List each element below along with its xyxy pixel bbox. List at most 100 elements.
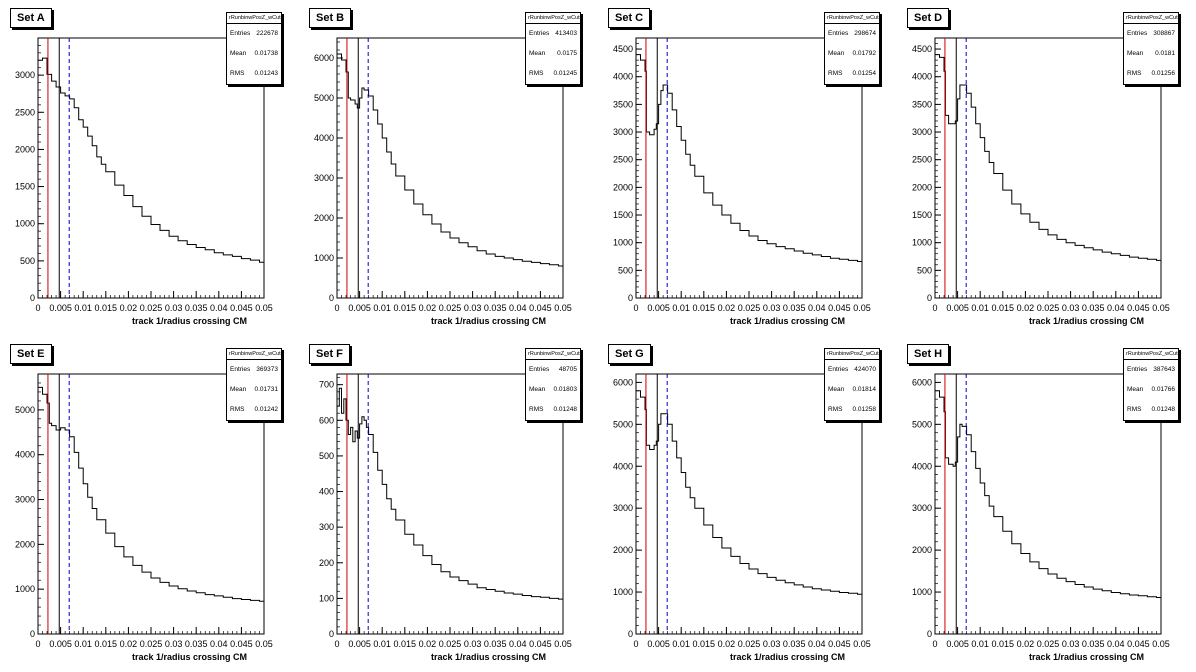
y-tick-label: 500 (319, 451, 334, 461)
x-tick-label: 0.02 (1017, 303, 1035, 313)
x-tick-label: 0.02 (1017, 639, 1035, 649)
x-tick-label: 0.05 (554, 639, 572, 649)
stats-value: 413403 (555, 30, 577, 37)
y-tick-label: 0 (30, 293, 35, 303)
x-tick-label: 0.025 (1037, 639, 1060, 649)
stats-title: rRunbinwPosZ_wCuts (526, 349, 580, 360)
x-tick-label: 0.015 (394, 639, 417, 649)
stats-title: rRunbinwPosZ_wCuts (1124, 13, 1178, 24)
stats-mean: Mean 0.01766 (1124, 380, 1178, 400)
x-tick-label: 0.03 (464, 639, 482, 649)
histogram-line (935, 390, 1162, 598)
x-tick-label: 0.05 (554, 303, 572, 313)
x-tick-label: 0.03 (165, 639, 183, 649)
stats-key: RMS (1127, 406, 1142, 413)
stats-box: rRunbinwPosZ_wCuts Entries 48705 Mean 0.0180… (525, 348, 581, 421)
histogram-panel: 0 1000 2000 3000 4000 5000 0 0.005 0.01 0.015 0.02… (0, 336, 299, 672)
set-label: Set D (907, 8, 950, 28)
y-tick-label: 1000 (15, 219, 35, 229)
x-tick-label: 0.005 (348, 303, 371, 313)
x-tick-label: 0.05 (1152, 303, 1170, 313)
stats-rms: RMS 0.01242 (227, 400, 281, 420)
y-tick-label: 3000 (15, 70, 35, 80)
stats-key: Entries (529, 30, 550, 37)
stats-box: rRunbinwPosZ_wCuts Entries 424070 Mean 0.018… (824, 348, 880, 421)
x-tick-label: 0.04 (509, 303, 527, 313)
x-tick-label: 0.035 (185, 639, 208, 649)
stats-rms: RMS 0.01256 (1124, 64, 1178, 84)
stats-key: Entries (1127, 366, 1148, 373)
stats-box: rRunbinwPosZ_wCuts Entries 222678 Mean 0.017… (226, 12, 282, 85)
x-tick-label: 0.015 (95, 639, 118, 649)
x-tick-label: 0.05 (255, 303, 273, 313)
y-tick-label: 2000 (15, 539, 35, 549)
x-tick-label: 0.01 (971, 303, 989, 313)
x-tick-label: 0 (35, 303, 40, 313)
stats-box: rRunbinwPosZ_wCuts Entries 298674 Mean 0.017… (824, 12, 880, 85)
x-tick-label: 0 (35, 639, 40, 649)
stats-value: 0.01256 (1151, 70, 1176, 77)
x-tick-label: 0.05 (1152, 639, 1170, 649)
histogram-line (337, 387, 564, 600)
stats-key: RMS (1127, 70, 1142, 77)
stats-value: 0.0175 (557, 50, 577, 57)
set-label: Set H (907, 344, 950, 364)
x-tick-label: 0.025 (738, 303, 761, 313)
y-tick-label: 1500 (912, 210, 932, 220)
stats-mean: Mean 0.0181 (1124, 44, 1178, 64)
set-label: Set G (608, 344, 651, 364)
set-label: Set F (309, 344, 350, 364)
y-tick-label: 400 (319, 487, 334, 497)
stats-key: Entries (1127, 30, 1148, 37)
x-tick-label: 0.04 (808, 639, 826, 649)
stats-title: rRunbinwPosZ_wCuts (526, 13, 580, 24)
y-tick-label: 700 (319, 380, 334, 390)
stats-title: rRunbinwPosZ_wCuts (825, 349, 879, 360)
x-tick-label: 0.02 (419, 303, 437, 313)
histogram-line (935, 54, 1162, 261)
x-tick-label: 0.03 (1062, 303, 1080, 313)
y-tick-label: 0 (30, 629, 35, 639)
x-tick-label: 0.025 (738, 639, 761, 649)
stats-value: 0.01248 (553, 406, 578, 413)
y-tick-label: 2500 (613, 155, 633, 165)
y-tick-label: 3500 (912, 99, 932, 109)
x-axis-label: track 1/radius crossing CM (1029, 652, 1145, 662)
stats-key: RMS (230, 70, 245, 77)
stats-entries: Entries 424070 (825, 360, 879, 380)
y-tick-label: 3000 (613, 503, 633, 513)
histogram-svg: 0 1000 2000 3000 4000 5000 6000 0 0.005 0.01 0.015… (613, 373, 871, 649)
x-tick-label: 0.005 (647, 639, 670, 649)
histogram-panel: 0 100 200 300 400 500 600 700 0 0.005 0.01 0.015 0.0… (299, 336, 598, 672)
y-tick-label: 6000 (314, 53, 334, 63)
y-tick-label: 4500 (613, 44, 633, 54)
x-tick-label: 0.045 (1127, 303, 1150, 313)
set-label: Set B (309, 8, 352, 28)
y-tick-label: 0 (927, 629, 932, 639)
x-axis-label: track 1/radius crossing CM (132, 316, 248, 326)
x-tick-label: 0.01 (373, 303, 391, 313)
histogram-panel: 0 1000 2000 3000 4000 5000 6000 0 0.005 0.01 0.015… (897, 336, 1196, 672)
x-tick-label: 0.025 (1037, 303, 1060, 313)
stats-rms: RMS 0.01248 (526, 400, 580, 420)
stats-value: 48705 (558, 366, 577, 373)
y-tick-label: 6000 (912, 377, 932, 387)
x-tick-label: 0.02 (120, 639, 138, 649)
x-tick-label: 0.015 (394, 303, 417, 313)
stats-entries: Entries 48705 (526, 360, 580, 380)
stats-entries: Entries 222678 (227, 24, 281, 44)
stats-entries: Entries 308867 (1124, 24, 1178, 44)
y-tick-label: 2000 (314, 213, 334, 223)
x-tick-label: 0.03 (464, 303, 482, 313)
histogram-svg: 0 1000 2000 3000 4000 5000 6000 0 0.005 0.01 0.015… (912, 373, 1170, 649)
y-tick-label: 4500 (912, 44, 932, 54)
histogram-line (337, 53, 564, 267)
y-tick-label: 2000 (912, 545, 932, 555)
stats-box: rRunbinwPosZ_wCuts Entries 413403 Mean 0.017… (525, 12, 581, 85)
y-tick-label: 600 (319, 415, 334, 425)
stats-value: 387643 (1153, 366, 1175, 373)
stats-key: RMS (828, 406, 843, 413)
y-tick-label: 4000 (613, 72, 633, 82)
x-tick-label: 0.045 (529, 639, 552, 649)
